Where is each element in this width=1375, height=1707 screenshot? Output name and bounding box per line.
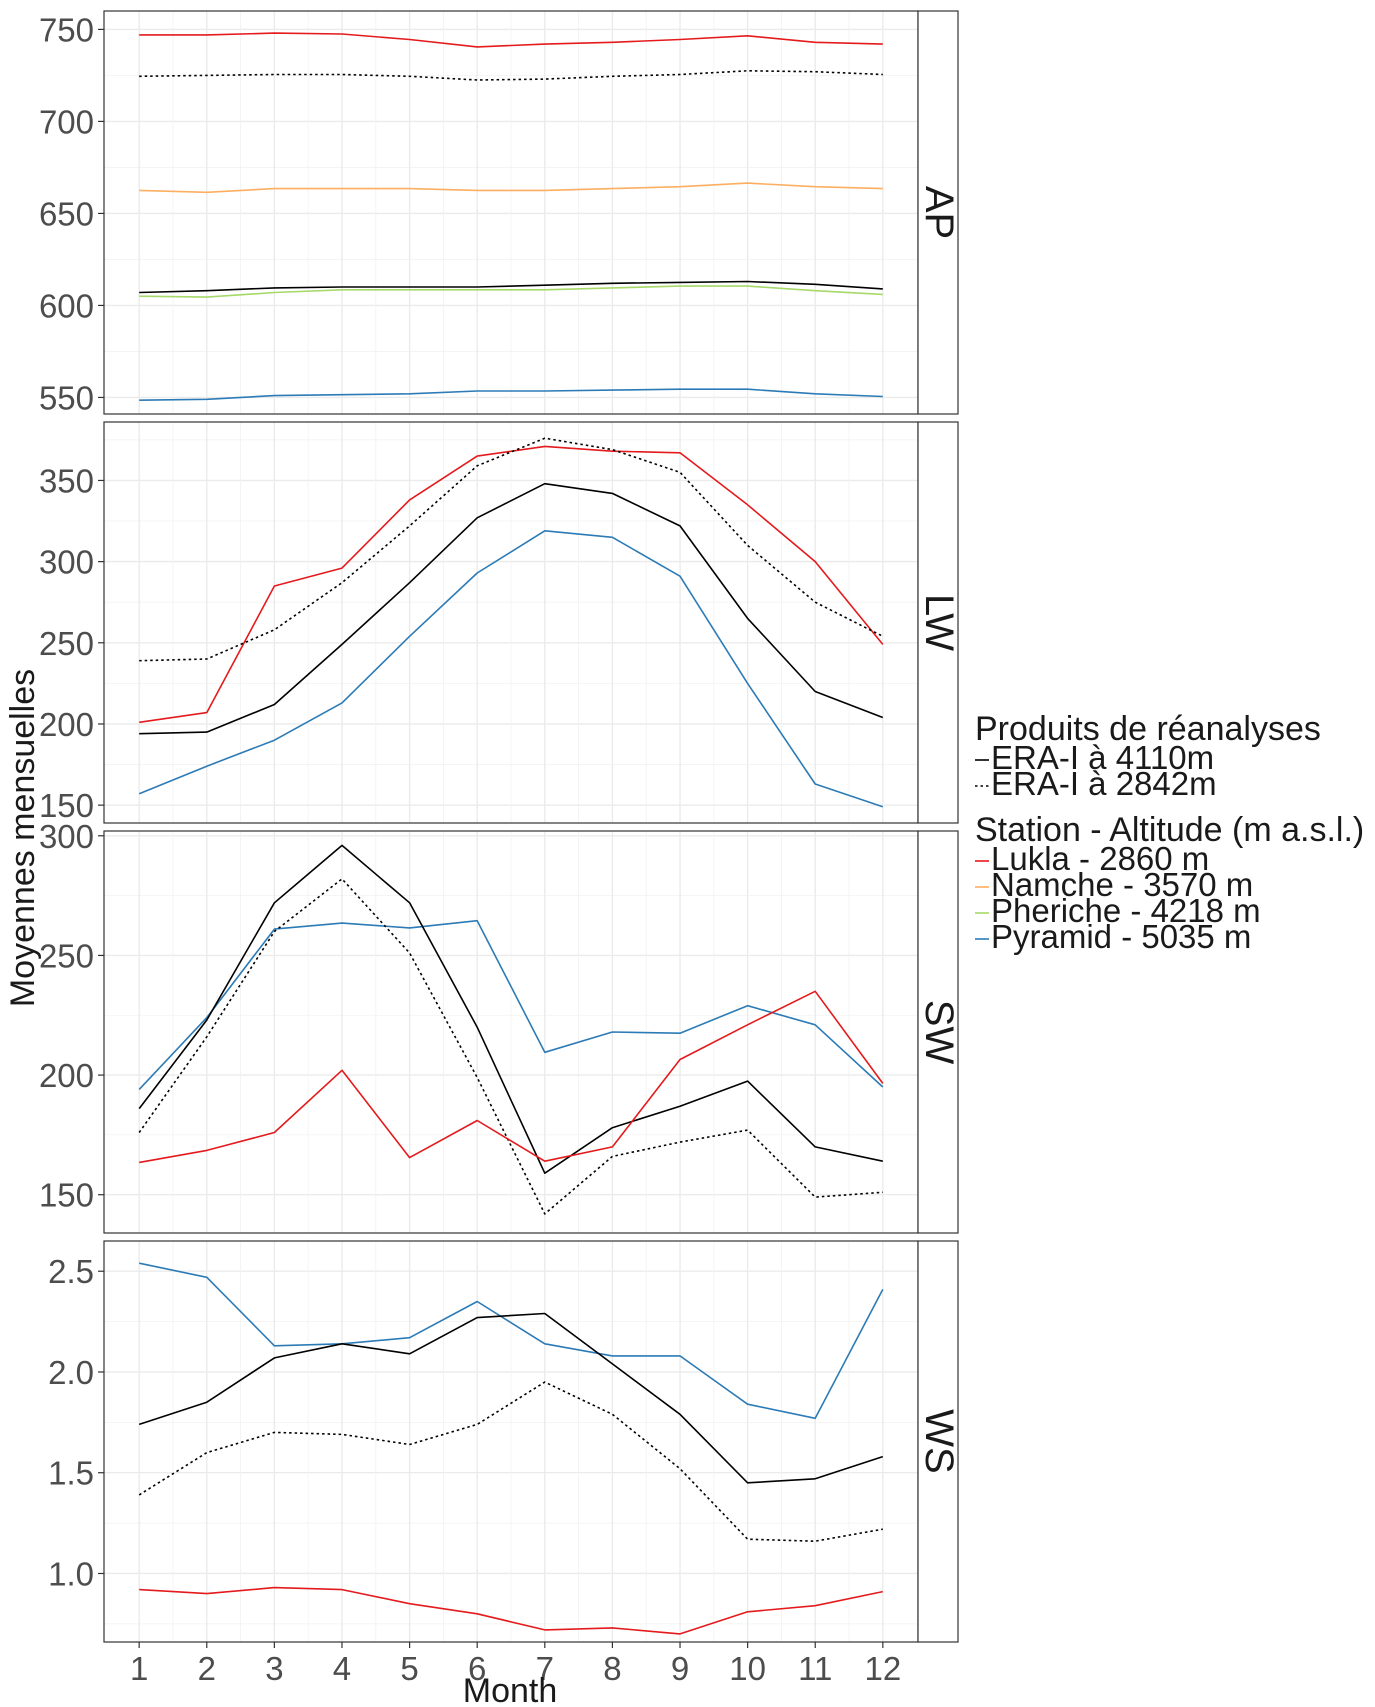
series-line-lukla (139, 445, 884, 724)
legend-label-pyramid: Pyramid - 5035 m (991, 918, 1251, 955)
y-tick-label: 200 (39, 706, 94, 743)
y-tick-label: 250 (39, 937, 94, 974)
series-line-lukla (139, 990, 884, 1164)
y-tick-label: 700 (39, 103, 94, 140)
y-tick-label: 150 (39, 787, 94, 824)
x-axis-title: Month (463, 1672, 558, 1707)
x-tick-label: 3 (265, 1650, 283, 1687)
series-line-lukla (139, 1586, 883, 1635)
series-line-pyramid (138, 529, 884, 808)
facet-panels: 550 600 650 700 750 AP 150 200 250 300 350 LW 150 200… (39, 10, 961, 1643)
series-line-pyramid (139, 388, 883, 401)
series-line-pyramid (138, 919, 884, 1090)
x-axis: 1 2 3 4 5 6 7 8 9 10 11 12 (130, 1642, 901, 1687)
y-tick-label: 350 (39, 462, 94, 499)
y-tick-label: 2.5 (48, 1253, 94, 1290)
x-tick-label: 7 (536, 1650, 554, 1687)
legend-title: Produits de réanalyses (975, 710, 1321, 748)
strip-label-sw: SW (917, 1000, 961, 1065)
x-tick-label: 4 (333, 1650, 351, 1687)
series-line-era_4110 (139, 280, 883, 294)
series-line-era_4110 (139, 482, 884, 735)
grid (104, 422, 918, 823)
grid (104, 1241, 918, 1642)
x-tick-label: 9 (671, 1650, 689, 1687)
panel-ap: 550 600 650 700 750 AP (39, 10, 961, 416)
legend-label-pheriche: Pheriche - 4218 m (991, 892, 1261, 929)
series-line-era_4110 (138, 1312, 884, 1484)
legend-label-lukla: Lukla - 2860 m (991, 840, 1209, 877)
series-line-era_2842 (138, 878, 883, 1215)
y-tick-label: 1.0 (48, 1555, 94, 1592)
grid (104, 11, 918, 414)
strip-box (917, 10, 959, 415)
series-line-era_2842 (139, 437, 884, 662)
x-tick-label: 6 (468, 1650, 486, 1687)
x-tick-label: 11 (798, 1650, 832, 1687)
x-tick-label: 8 (603, 1650, 621, 1687)
legend-label-namche: Namche - 3570 m (991, 866, 1253, 903)
strip-box (917, 830, 959, 1234)
series-line-era_4110 (138, 844, 883, 1174)
strip-label-ws: WS (917, 1409, 961, 1473)
grid (104, 831, 918, 1233)
strip-box (917, 1240, 959, 1643)
y-tick-label: 550 (39, 379, 94, 416)
strip-box (917, 421, 959, 824)
legend-label-era_2842: ERA-I à 2842m (991, 765, 1217, 802)
x-tick-label: 1 (130, 1650, 148, 1687)
series-line-pheriche (139, 285, 883, 298)
y-tick-label: 1.5 (48, 1455, 94, 1492)
y-tick-label: 300 (39, 544, 94, 581)
y-tick-label: 750 (39, 11, 94, 48)
legend-title: Station - Altitude (m a.s.l.) (975, 811, 1364, 849)
series-line-pyramid (139, 1262, 884, 1420)
x-tick-label: 5 (400, 1650, 418, 1687)
series-line-namche (139, 182, 883, 194)
y-tick-label: 250 (39, 625, 94, 662)
y-tick-label: 650 (39, 195, 94, 232)
x-tick-label: 12 (864, 1650, 901, 1687)
y-tick-label: 300 (39, 818, 94, 855)
y-tick-label: 150 (39, 1177, 94, 1214)
panel-lw: 150 200 250 300 350 LW (39, 421, 961, 824)
y-tick-label: 200 (39, 1057, 94, 1094)
y-tick-label: 2.0 (48, 1354, 94, 1391)
strip-label-lw: LW (917, 594, 961, 651)
x-tick-label: 10 (729, 1650, 766, 1687)
panel-sw: 150 200 250 300 SW (39, 818, 961, 1234)
y-axis-title: Moyennes mensuelles (4, 669, 42, 1007)
panel-ws: 1.0 1.5 2.0 2.5 WS (48, 1240, 961, 1643)
legend-group-2: Station - Altitude (m a.s.l.)Lukla - 286… (975, 811, 1364, 955)
series-line-era_2842 (138, 1381, 883, 1542)
x-tick-label: 2 (198, 1650, 216, 1687)
strip-label-ap: AP (917, 186, 961, 239)
series-line-lukla (139, 32, 883, 48)
legend-label-era_4110: ERA-I à 4110m (991, 739, 1214, 776)
y-tick-label: 600 (39, 287, 94, 324)
